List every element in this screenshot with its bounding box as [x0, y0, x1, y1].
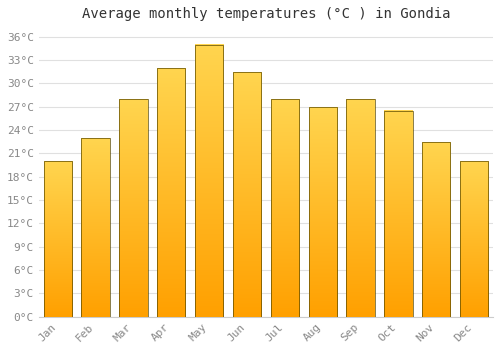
Title: Average monthly temperatures (°C ) in Gondia: Average monthly temperatures (°C ) in Go…: [82, 7, 450, 21]
Bar: [308, 107, 337, 317]
Bar: [346, 99, 375, 317]
Bar: [82, 138, 110, 317]
Bar: [460, 161, 488, 317]
Bar: [270, 99, 299, 317]
Bar: [157, 68, 186, 317]
Bar: [195, 44, 224, 317]
Bar: [44, 161, 72, 317]
Bar: [384, 111, 412, 317]
Bar: [119, 99, 148, 317]
Bar: [233, 72, 261, 317]
Bar: [422, 142, 450, 317]
